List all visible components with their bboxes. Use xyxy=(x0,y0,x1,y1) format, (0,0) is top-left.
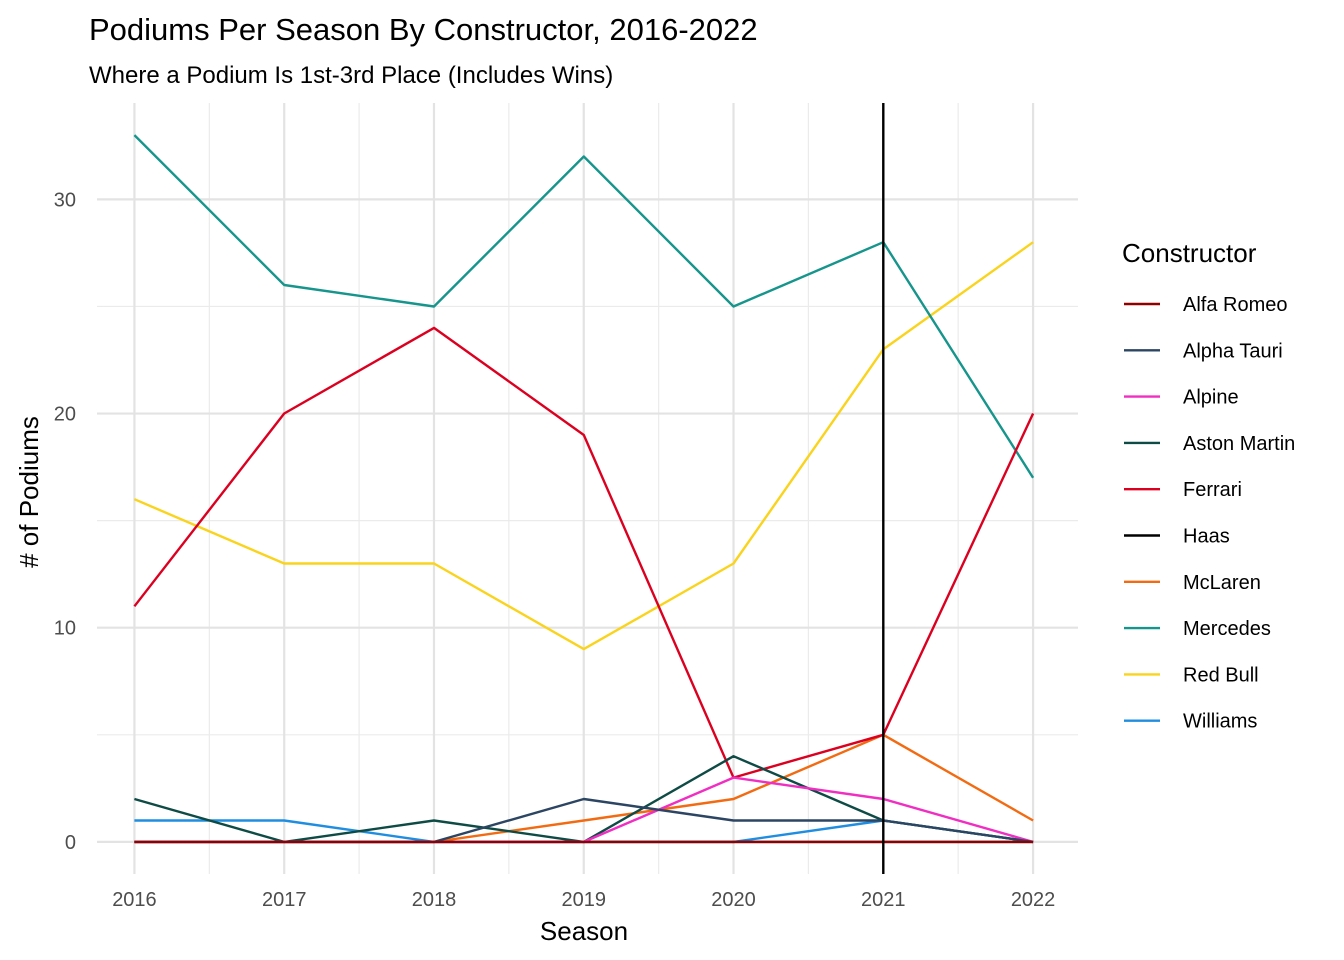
legend-item-haas: Haas xyxy=(1124,526,1230,548)
x-tick-label: 2017 xyxy=(262,889,307,911)
legend-item-alpha-tauri: Alpha Tauri xyxy=(1124,340,1283,362)
x-tick-label: 2019 xyxy=(562,889,607,911)
legend-item-aston-martin: Aston Martin xyxy=(1124,433,1295,455)
legend-label: Williams xyxy=(1183,711,1257,733)
chart-subtitle: Where a Podium Is 1st-3rd Place (Include… xyxy=(89,62,613,89)
legend-label: Alfa Romeo xyxy=(1183,294,1288,316)
plot-panel xyxy=(97,103,1078,874)
x-tick-label: 2020 xyxy=(711,889,756,911)
x-axis-ticks: 2016 2017 2018 2019 2020 2021 2022 xyxy=(112,889,1055,911)
x-tick-label: 2022 xyxy=(1011,889,1056,911)
x-tick-label: 2016 xyxy=(112,889,157,911)
grid xyxy=(97,103,1078,874)
legend-title: Constructor xyxy=(1122,238,1257,268)
y-axis-ticks: 0 10 20 30 xyxy=(54,189,76,854)
legend-label: Alpha Tauri xyxy=(1183,340,1283,362)
x-axis-title: Season xyxy=(540,916,628,946)
legend-label: Aston Martin xyxy=(1183,433,1295,455)
legend-label: Mercedes xyxy=(1183,618,1271,640)
y-tick-label: 20 xyxy=(54,404,76,426)
legend-item-mclaren: McLaren xyxy=(1124,572,1261,594)
legend-item-red-bull: Red Bull xyxy=(1124,664,1259,686)
y-tick-label: 0 xyxy=(65,832,76,854)
legend-item-mercedes: Mercedes xyxy=(1124,618,1271,640)
legend-label: Ferrari xyxy=(1183,479,1242,501)
legend-items: Alfa Romeo Alpha Tauri Alpine Aston Martin F… xyxy=(1124,294,1295,733)
x-tick-label: 2018 xyxy=(412,889,457,911)
y-tick-label: 30 xyxy=(54,189,76,211)
y-tick-label: 10 xyxy=(54,618,76,640)
legend-label: McLaren xyxy=(1183,572,1261,594)
chart-title: Podiums Per Season By Constructor, 2016-… xyxy=(89,12,758,47)
legend-item-alfa-romeo: Alfa Romeo xyxy=(1124,294,1288,316)
legend-label: Red Bull xyxy=(1183,664,1259,686)
legend-item-ferrari: Ferrari xyxy=(1124,479,1242,501)
legend-item-alpine: Alpine xyxy=(1124,387,1239,409)
legend-label: Haas xyxy=(1183,526,1230,548)
legend-label: Alpine xyxy=(1183,387,1239,409)
x-tick-label: 2021 xyxy=(861,889,906,911)
legend-item-williams: Williams xyxy=(1124,711,1257,733)
y-axis-title: # of Podiums xyxy=(14,416,44,568)
